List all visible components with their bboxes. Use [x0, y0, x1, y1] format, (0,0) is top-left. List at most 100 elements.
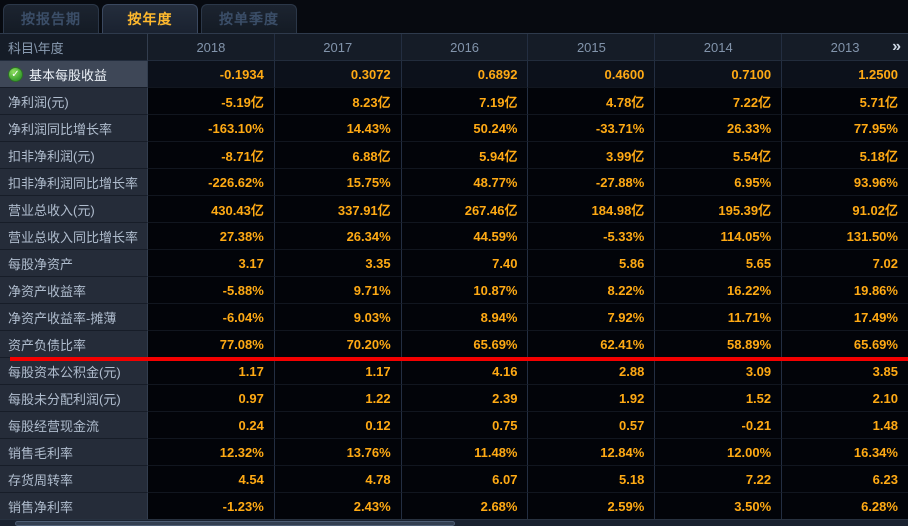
- row-label-text: 基本每股收益: [29, 67, 108, 83]
- value-cell: 4.54: [148, 466, 275, 493]
- row-label-cell[interactable]: 净资产收益率-摊薄: [0, 304, 148, 331]
- value-cell: -8.71亿: [148, 142, 275, 169]
- value-cell: 1.52: [655, 385, 783, 412]
- row-label-cell[interactable]: 营业总收入同比增长率: [0, 223, 148, 250]
- value-cell: 430.43亿: [148, 196, 275, 223]
- value-cell: 11.48%: [401, 439, 529, 466]
- row-label-cell[interactable]: ✓ 基本每股收益: [0, 61, 148, 88]
- value-cell: 4.16: [401, 358, 529, 385]
- value-cell: 12.84%: [528, 439, 656, 466]
- value-cell: 12.32%: [148, 439, 275, 466]
- table-header-row: 科目\年度 2018 2017 2016 2015 2014 2013»: [0, 34, 908, 61]
- value-cell: 7.19亿: [401, 88, 529, 115]
- value-cell: 1.17: [148, 358, 275, 385]
- table-row: 净资产收益率-摊薄 -6.04% 9.03% 8.94% 7.92% 11.71% 17.4…: [0, 304, 908, 331]
- horizontal-scrollbar-thumb[interactable]: [15, 521, 455, 526]
- value-cell: -226.62%: [148, 169, 275, 196]
- value-cell: 5.71亿: [782, 88, 908, 115]
- table-row: 每股资本公积金(元) 1.17 1.17 4.16 2.88 3.09 3.85: [0, 358, 908, 385]
- row-label-cell[interactable]: 净利润同比增长率: [0, 115, 148, 142]
- row-label-cell[interactable]: 销售净利率: [0, 493, 148, 520]
- value-cell: 8.22%: [528, 277, 656, 304]
- tab-by-quarter[interactable]: 按单季度: [201, 4, 297, 33]
- year-header-cell: 2015: [528, 34, 656, 61]
- table-row: 扣非净利润同比增长率 -226.62% 15.75% 48.77% -27.88% 6.9…: [0, 169, 908, 196]
- more-years-icon[interactable]: »: [892, 38, 901, 55]
- row-label-cell[interactable]: 扣非净利润同比增长率: [0, 169, 148, 196]
- row-label-cell[interactable]: 每股经营现金流: [0, 412, 148, 439]
- year-header-cell: 2014: [655, 34, 783, 61]
- year-header-cell: 2013»: [782, 34, 908, 61]
- table-row: 营业总收入(元) 430.43亿 337.91亿 267.46亿 184.98亿 195.…: [0, 196, 908, 223]
- value-cell: 2.59%: [528, 493, 656, 520]
- value-cell: 184.98亿: [528, 196, 656, 223]
- value-cell: 2.43%: [274, 493, 402, 520]
- row-label-cell[interactable]: 销售毛利率: [0, 439, 148, 466]
- value-cell: 0.6892: [401, 61, 529, 88]
- row-label-cell[interactable]: 每股净资产: [0, 250, 148, 277]
- value-cell: 0.4600: [528, 61, 656, 88]
- value-cell: 114.05%: [655, 223, 783, 250]
- row-label-cell[interactable]: 净资产收益率: [0, 277, 148, 304]
- value-cell: 3.35: [274, 250, 402, 277]
- corner-header-cell: 科目\年度: [0, 34, 148, 61]
- value-cell: 7.22亿: [655, 88, 783, 115]
- value-cell: 77.08%: [148, 331, 275, 358]
- value-cell: -6.04%: [148, 304, 275, 331]
- value-cell: -0.21: [655, 412, 783, 439]
- horizontal-scrollbar-track[interactable]: [0, 519, 908, 526]
- table-row: 营业总收入同比增长率 27.38% 26.34% 44.59% -5.33% 114.05…: [0, 223, 908, 250]
- value-cell: 70.20%: [274, 331, 402, 358]
- value-cell: 5.65: [655, 250, 783, 277]
- value-cell: -27.88%: [528, 169, 656, 196]
- financial-table: 科目\年度 2018 2017 2016 2015 2014 2013» ✓ 基本每股收益 -0.…: [0, 33, 908, 520]
- value-cell: 1.17: [274, 358, 402, 385]
- value-cell: 3.85: [782, 358, 908, 385]
- row-label-cell[interactable]: 每股资本公积金(元): [0, 358, 148, 385]
- row-label-text: 净资产收益率: [8, 283, 87, 299]
- value-cell: 1.92: [528, 385, 656, 412]
- value-cell: 195.39亿: [655, 196, 783, 223]
- value-cell: 8.94%: [401, 304, 529, 331]
- value-cell: -1.23%: [148, 493, 275, 520]
- value-cell: 44.59%: [401, 223, 529, 250]
- table-row: 每股未分配利润(元) 0.97 1.22 2.39 1.92 1.52 2.10: [0, 385, 908, 412]
- row-label-text: 销售净利率: [8, 499, 74, 515]
- table-row: 每股净资产 3.17 3.35 7.40 5.86 5.65 7.02: [0, 250, 908, 277]
- year-header-cell: 2017: [274, 34, 402, 61]
- table-row: 净利润同比增长率 -163.10% 14.43% 50.24% -33.71% 26.33…: [0, 115, 908, 142]
- tab-by-report-period[interactable]: 按报告期: [3, 4, 99, 33]
- value-cell: 6.23: [782, 466, 908, 493]
- value-cell: 267.46亿: [401, 196, 529, 223]
- value-cell: 7.02: [782, 250, 908, 277]
- row-label-cell[interactable]: 净利润(元): [0, 88, 148, 115]
- tab-by-year[interactable]: 按年度: [102, 4, 198, 33]
- value-cell: 58.89%: [655, 331, 783, 358]
- value-cell: 4.78亿: [528, 88, 656, 115]
- row-label-cell[interactable]: 每股未分配利润(元): [0, 385, 148, 412]
- value-cell: 0.57: [528, 412, 656, 439]
- row-label-text: 每股经营现金流: [8, 418, 100, 434]
- value-cell: 65.69%: [782, 331, 908, 358]
- value-cell: 4.78: [274, 466, 402, 493]
- value-cell: 5.94亿: [401, 142, 529, 169]
- table-row: 资产负债比率 77.08% 70.20% 65.69% 62.41% 58.89% 65.6…: [0, 331, 908, 358]
- row-label-cell[interactable]: 营业总收入(元): [0, 196, 148, 223]
- value-cell: 9.03%: [274, 304, 402, 331]
- value-cell: 3.50%: [655, 493, 783, 520]
- table-row: 存货周转率 4.54 4.78 6.07 5.18 7.22 6.23: [0, 466, 908, 493]
- value-cell: 93.96%: [782, 169, 908, 196]
- value-cell: 48.77%: [401, 169, 529, 196]
- row-label-text: 资产负债比率: [8, 337, 87, 353]
- row-label-text: 销售毛利率: [8, 445, 74, 461]
- value-cell: 26.33%: [655, 115, 783, 142]
- row-label-cell[interactable]: 资产负债比率: [0, 331, 148, 358]
- row-label-cell[interactable]: 扣非净利润(元): [0, 142, 148, 169]
- value-cell: 9.71%: [274, 277, 402, 304]
- value-cell: -5.19亿: [148, 88, 275, 115]
- value-cell: 62.41%: [528, 331, 656, 358]
- value-cell: 0.75: [401, 412, 529, 439]
- row-label-cell[interactable]: 存货周转率: [0, 466, 148, 493]
- value-cell: 1.48: [782, 412, 908, 439]
- table-row: 净利润(元) -5.19亿 8.23亿 7.19亿 4.78亿 7.22亿 5.71亿: [0, 88, 908, 115]
